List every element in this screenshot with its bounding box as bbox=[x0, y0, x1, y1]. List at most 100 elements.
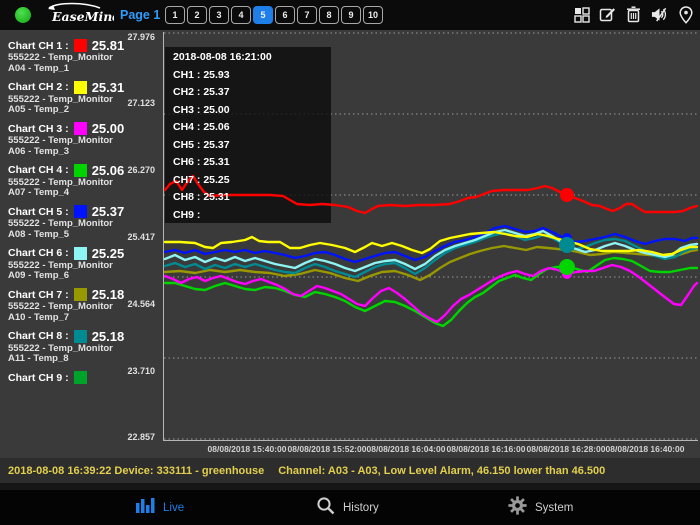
channel-color-swatch bbox=[73, 329, 87, 343]
series-line-CH3 bbox=[163, 263, 699, 324]
channel-title: Chart CH 3 : bbox=[8, 122, 69, 135]
channel-value: 25.37 bbox=[91, 204, 125, 219]
page-button-3[interactable]: 3 bbox=[209, 6, 229, 24]
channel-item-7[interactable]: Chart CH 7 : 25.18 555222 - Temp_Monitor A1… bbox=[0, 287, 163, 329]
page-button-9[interactable]: 9 bbox=[341, 6, 361, 24]
series-line-CH5 bbox=[163, 224, 699, 264]
logo-swoosh-arrow bbox=[48, 5, 55, 10]
chart-plot[interactable] bbox=[163, 30, 700, 445]
marker-dot bbox=[560, 188, 574, 202]
y-axis-label: 26.270 bbox=[127, 165, 155, 175]
channel-value: 25.18 bbox=[91, 328, 125, 344]
tooltip-background bbox=[165, 47, 331, 223]
channel-device: 555222 - Temp_Monitor bbox=[8, 218, 113, 229]
chart-grid bbox=[163, 32, 698, 441]
top-icon-bar bbox=[573, 5, 694, 24]
layout-icon[interactable] bbox=[573, 5, 590, 24]
channel-color-swatch bbox=[73, 163, 87, 177]
location-pin-icon[interactable] bbox=[677, 5, 694, 24]
alarm-channel-message: Channel: A03 - A03, Low Level Alarm, 46.… bbox=[278, 464, 606, 477]
channel-item-3[interactable]: Chart CH 3 : 25.00 555222 - Temp_Monitor A0… bbox=[0, 121, 163, 163]
series-line-CH8 bbox=[163, 231, 699, 279]
channel-color-swatch bbox=[73, 80, 87, 94]
series-line-CH4 bbox=[163, 256, 699, 328]
tooltip-row: CH3 : 25.00 bbox=[173, 103, 230, 116]
channel-item-2[interactable]: Chart CH 2 : 25.31 555222 - Temp_Monitor A0… bbox=[0, 80, 163, 122]
x-axis-label: 08/08/2018 16:16:00 bbox=[446, 444, 526, 454]
channel-item-9[interactable]: Chart CH 9 : bbox=[0, 370, 163, 412]
channel-sensor: A05 - Temp_2 bbox=[8, 104, 70, 115]
channel-color-swatch bbox=[73, 288, 87, 301]
channel-item-8[interactable]: Chart CH 8 : 25.18 555222 - Temp_Monitor A1… bbox=[0, 329, 163, 371]
tooltip-row: 2018-08-08 16:21:00 bbox=[173, 51, 272, 63]
channel-device: 555222 - Temp_Monitor bbox=[8, 176, 113, 188]
search-icon bbox=[316, 496, 335, 520]
channel-title: Chart CH 4 : bbox=[8, 164, 69, 176]
marker-dot bbox=[559, 237, 575, 253]
channel-sensor: A06 - Temp_3 bbox=[8, 145, 70, 157]
page-button-8[interactable]: 8 bbox=[319, 6, 339, 24]
page-button-6[interactable]: 6 bbox=[275, 6, 295, 24]
channel-item-1[interactable]: Chart CH 1 : 25.81 555222 - Temp_Monitor A0… bbox=[0, 38, 163, 80]
tooltip-row: CH7 : 25.25 bbox=[173, 173, 230, 186]
x-axis-label: 08/08/2018 16:04:00 bbox=[366, 444, 446, 454]
tooltip-row: CH2 : 25.37 bbox=[173, 86, 230, 98]
page-button-2[interactable]: 2 bbox=[187, 6, 207, 24]
tab-history[interactable]: History bbox=[316, 490, 379, 525]
channel-item-5[interactable]: Chart CH 5 : 25.37 555222 - Temp_Monitor A0… bbox=[0, 204, 163, 246]
channel-sensor: A11 - Temp_8 bbox=[8, 353, 69, 364]
channel-sensor: A04 - Temp_1 bbox=[8, 62, 70, 74]
y-axis-label: 27.123 bbox=[127, 98, 155, 108]
y-axis-label: 25.417 bbox=[127, 232, 155, 242]
bottom-nav: Live History bbox=[0, 490, 700, 525]
channel-device: 555222 - Temp_Monitor bbox=[8, 342, 113, 354]
channel-item-6[interactable]: Chart CH 6 : 25.25 555222 - Temp_Monitor A0… bbox=[0, 246, 163, 288]
tooltip-row: CH8 : 25.31 bbox=[173, 191, 230, 203]
x-axis-label: 08/08/2018 16:40:00 bbox=[605, 444, 685, 454]
channel-color-swatch bbox=[73, 122, 87, 135]
page-label: Page 1 bbox=[120, 8, 161, 22]
channel-title: Chart CH 6 : bbox=[8, 247, 69, 259]
series-line-CH6 bbox=[163, 228, 699, 273]
gear-icon bbox=[508, 495, 527, 520]
tab-system[interactable]: System bbox=[508, 490, 573, 525]
bar-chart-icon bbox=[135, 496, 155, 519]
page-button-1[interactable]: 1 bbox=[165, 6, 185, 24]
tooltip-row: CH9 : bbox=[173, 208, 201, 221]
channel-value: 25.81 bbox=[91, 38, 125, 53]
channel-sensor: A10 - Temp_7 bbox=[8, 311, 70, 323]
channel-sensor: A09 - Temp_6 bbox=[8, 270, 70, 281]
y-axis-label: 22.857 bbox=[127, 432, 155, 442]
x-axis-label: 08/08/2018 15:40:00 bbox=[207, 444, 287, 454]
x-axis-label: 08/08/2018 15:52:00 bbox=[287, 444, 367, 454]
tab-live[interactable]: Live bbox=[135, 490, 184, 525]
page-button-5[interactable]: 5 bbox=[253, 6, 273, 24]
channel-value: 25.06 bbox=[91, 162, 125, 178]
channel-title: Chart CH 7 : bbox=[8, 288, 69, 301]
tooltip: 2018-08-08 16:21:00 CH1 : 25.93 CH2 : 25.3… bbox=[173, 49, 272, 224]
page-button-7[interactable]: 7 bbox=[297, 6, 317, 24]
tooltip-row: CH1 : 25.93 bbox=[173, 68, 230, 81]
logo-text: EaseMind bbox=[51, 9, 114, 24]
note-edit-icon[interactable] bbox=[599, 5, 616, 24]
marker-dot bbox=[559, 259, 575, 275]
page-buttons: 1 2 3 4 5 6 7 8 9 10 bbox=[165, 6, 383, 24]
channel-title: Chart CH 8 : bbox=[8, 330, 69, 342]
channel-color-swatch bbox=[73, 39, 87, 52]
channel-device: 555222 - Temp_Monitor bbox=[8, 259, 113, 271]
channel-color-swatch bbox=[73, 205, 87, 218]
mute-speaker-icon[interactable] bbox=[651, 5, 668, 24]
channel-sidebar: Chart CH 1 :25.81 555222 - Temp_Monitor A0… bbox=[0, 30, 163, 458]
page-button-4[interactable]: 4 bbox=[231, 6, 251, 24]
tooltip-row: CH5 : 25.37 bbox=[173, 138, 230, 151]
channel-color-swatch bbox=[73, 371, 87, 384]
page-button-10[interactable]: 10 bbox=[363, 6, 383, 24]
trash-icon[interactable] bbox=[625, 5, 642, 24]
channel-item-4[interactable]: Chart CH 4 : 25.06 555222 - Temp_Monitor A0… bbox=[0, 163, 163, 205]
tooltip-row: CH4 : 25.06 bbox=[173, 121, 230, 133]
nav-divider-strip bbox=[0, 483, 700, 490]
tab-live-label: Live bbox=[163, 501, 185, 514]
x-axis-label: 08/08/2018 16:28:00 bbox=[526, 444, 606, 454]
